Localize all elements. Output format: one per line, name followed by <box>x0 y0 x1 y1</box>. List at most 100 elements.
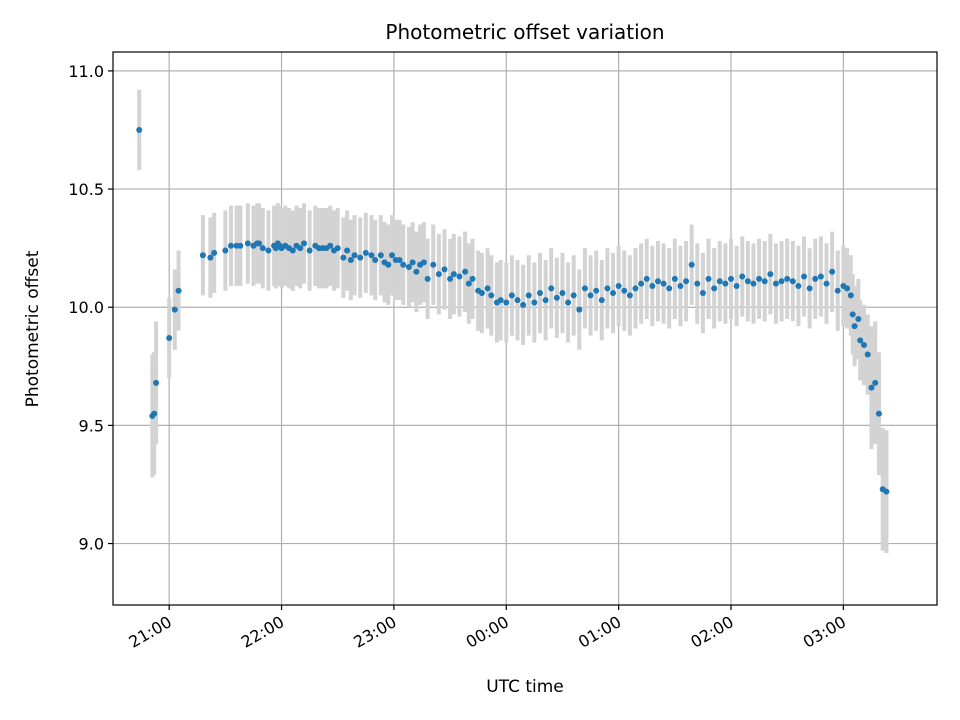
data-point <box>733 282 740 289</box>
data-point <box>301 240 308 247</box>
data-point <box>227 242 234 249</box>
data-point <box>593 287 600 294</box>
x-tick-label: 03:00 <box>800 612 849 652</box>
data-point <box>834 287 841 294</box>
data-point <box>297 245 304 252</box>
data-point <box>424 275 431 282</box>
data-point <box>660 280 667 287</box>
data-point <box>347 256 354 263</box>
data-point <box>542 297 549 304</box>
data-point <box>750 280 757 287</box>
data-point <box>784 275 791 282</box>
data-point <box>456 273 463 280</box>
data-point <box>357 254 364 261</box>
data-point <box>823 280 830 287</box>
x-tick-label: 23:00 <box>350 612 399 652</box>
data-point <box>237 242 244 249</box>
data-point <box>806 285 813 292</box>
data-point <box>372 256 379 263</box>
data-point <box>705 275 712 282</box>
data-point <box>851 323 858 330</box>
data-point <box>829 268 836 275</box>
y-tick-label: 11.0 <box>68 62 104 81</box>
data-point <box>671 275 678 282</box>
data-point <box>857 337 864 344</box>
data-point <box>536 290 543 297</box>
data-point <box>739 273 746 280</box>
data-point <box>875 410 882 417</box>
data-point <box>604 285 611 292</box>
data-point <box>632 285 639 292</box>
data-point <box>872 379 879 386</box>
data-point <box>716 278 723 285</box>
data-points <box>136 126 890 495</box>
data-point <box>465 280 472 287</box>
data-point <box>744 278 751 285</box>
data-point <box>462 268 469 275</box>
data-point <box>761 278 768 285</box>
data-point <box>362 249 369 256</box>
data-point <box>728 275 734 282</box>
data-point <box>553 294 560 301</box>
data-point <box>649 282 656 289</box>
data-point <box>400 261 407 268</box>
data-point <box>531 299 538 306</box>
data-point <box>497 297 504 304</box>
data-point <box>643 275 650 282</box>
data-point <box>855 316 862 323</box>
data-point <box>772 280 779 287</box>
data-point <box>420 259 427 266</box>
data-point <box>430 261 437 268</box>
data-point <box>265 247 272 254</box>
x-tick-label: 00:00 <box>463 612 512 652</box>
data-point <box>508 292 515 299</box>
data-point <box>626 292 633 299</box>
data-point <box>222 247 229 254</box>
data-point <box>175 287 182 294</box>
data-point <box>868 384 875 391</box>
data-point <box>756 275 763 282</box>
data-point <box>447 275 454 282</box>
data-point <box>153 379 160 386</box>
data-point <box>621 287 628 294</box>
data-point <box>409 259 416 266</box>
data-point <box>136 126 143 133</box>
data-point <box>207 254 214 261</box>
data-point <box>688 261 695 268</box>
data-point <box>598 297 605 304</box>
data-point <box>576 306 583 313</box>
data-point <box>488 292 495 299</box>
data-point <box>520 301 527 308</box>
x-tick-label: 02:00 <box>687 612 736 652</box>
data-point <box>385 261 392 268</box>
y-tick-label: 10.5 <box>68 180 104 199</box>
data-point <box>548 285 555 292</box>
data-point <box>654 278 661 285</box>
data-point <box>441 266 448 273</box>
x-tick-label: 21:00 <box>126 612 175 652</box>
data-point <box>484 285 491 292</box>
data-point <box>795 282 802 289</box>
data-point <box>683 278 690 285</box>
data-point <box>377 252 384 259</box>
data-point <box>289 247 296 254</box>
data-point <box>256 240 263 247</box>
plot-frame <box>112 51 938 606</box>
data-point <box>812 275 819 282</box>
data-point <box>847 292 854 299</box>
data-point <box>849 311 856 318</box>
data-point <box>450 271 457 278</box>
data-point <box>327 242 334 249</box>
data-point <box>767 271 774 278</box>
data-point <box>789 278 796 285</box>
y-axis: 9.0 9.5 10.0 10.5 11.0 <box>68 62 113 554</box>
data-point <box>435 271 442 278</box>
data-point <box>778 278 785 285</box>
data-point <box>478 290 485 297</box>
error-bars <box>137 89 889 554</box>
data-point <box>844 285 851 292</box>
data-point <box>860 342 867 349</box>
data-point <box>525 292 532 299</box>
data-point <box>514 297 521 304</box>
